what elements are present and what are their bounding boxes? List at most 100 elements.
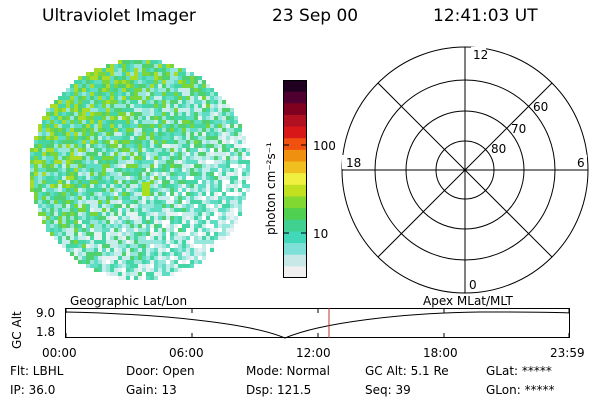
image-pixel bbox=[66, 216, 70, 220]
image-pixel bbox=[226, 204, 230, 208]
image-pixel bbox=[150, 192, 154, 196]
image-pixel bbox=[114, 84, 118, 88]
image-pixel bbox=[58, 184, 62, 188]
image-pixel bbox=[46, 140, 50, 144]
image-pixel bbox=[210, 188, 214, 192]
image-pixel bbox=[58, 236, 62, 240]
image-pixel bbox=[130, 176, 134, 180]
image-pixel bbox=[66, 232, 70, 236]
timeline-x-tick-1200: 12:00 bbox=[296, 346, 331, 360]
image-pixel bbox=[130, 92, 134, 96]
image-pixel bbox=[130, 172, 134, 176]
image-pixel bbox=[158, 232, 162, 236]
image-pixel bbox=[146, 220, 150, 224]
image-pixel bbox=[150, 128, 154, 132]
image-pixel bbox=[214, 156, 218, 160]
image-pixel bbox=[78, 192, 82, 196]
image-pixel bbox=[158, 136, 162, 140]
image-pixel bbox=[214, 116, 218, 120]
image-pixel bbox=[78, 216, 82, 220]
image-pixel bbox=[182, 256, 186, 260]
image-pixel bbox=[30, 176, 34, 180]
image-pixel bbox=[122, 264, 126, 268]
image-pixel bbox=[62, 156, 66, 160]
image-pixel bbox=[58, 192, 62, 196]
image-pixel bbox=[54, 212, 58, 216]
image-pixel bbox=[82, 220, 86, 224]
image-pixel bbox=[134, 248, 138, 252]
image-pixel bbox=[170, 252, 174, 256]
image-pixel bbox=[122, 104, 126, 108]
image-pixel bbox=[182, 268, 186, 272]
image-pixel bbox=[66, 96, 70, 100]
image-pixel bbox=[102, 252, 106, 256]
image-pixel bbox=[82, 136, 86, 140]
image-pixel bbox=[234, 208, 238, 212]
image-pixel bbox=[78, 116, 82, 120]
image-pixel bbox=[110, 128, 114, 132]
image-pixel bbox=[174, 172, 178, 176]
image-pixel bbox=[42, 204, 46, 208]
image-pixel bbox=[222, 168, 226, 172]
image-pixel bbox=[170, 208, 174, 212]
image-pixel bbox=[46, 160, 50, 164]
image-pixel bbox=[194, 244, 198, 248]
image-pixel bbox=[114, 88, 118, 92]
image-pixel bbox=[158, 196, 162, 200]
image-pixel bbox=[134, 240, 138, 244]
image-pixel bbox=[162, 96, 166, 100]
image-pixel bbox=[62, 228, 66, 232]
image-pixel bbox=[150, 256, 154, 260]
image-pixel bbox=[38, 168, 42, 172]
image-pixel bbox=[58, 176, 62, 180]
image-pixel bbox=[94, 208, 98, 212]
image-pixel bbox=[230, 192, 234, 196]
image-pixel bbox=[158, 124, 162, 128]
image-pixel bbox=[202, 164, 206, 168]
image-pixel bbox=[74, 220, 78, 224]
image-pixel bbox=[42, 196, 46, 200]
image-pixel bbox=[82, 76, 86, 80]
image-pixel bbox=[118, 88, 122, 92]
image-pixel bbox=[82, 128, 86, 132]
image-pixel bbox=[226, 168, 230, 172]
image-pixel bbox=[190, 256, 194, 260]
image-pixel bbox=[98, 264, 102, 268]
image-pixel bbox=[62, 180, 66, 184]
altitude-curve bbox=[65, 311, 570, 339]
image-pixel bbox=[214, 224, 218, 228]
image-pixel bbox=[70, 236, 74, 240]
image-pixel bbox=[210, 108, 214, 112]
image-pixel bbox=[114, 156, 118, 160]
image-pixel bbox=[158, 132, 162, 136]
image-pixel bbox=[70, 184, 74, 188]
image-pixel bbox=[186, 88, 190, 92]
image-pixel bbox=[70, 216, 74, 220]
image-pixel bbox=[78, 168, 82, 172]
image-pixel bbox=[150, 84, 154, 88]
image-pixel bbox=[142, 252, 146, 256]
image-pixel bbox=[110, 180, 114, 184]
image-pixel bbox=[102, 88, 106, 92]
image-pixel bbox=[114, 252, 118, 256]
image-pixel bbox=[150, 100, 154, 104]
image-pixel bbox=[218, 156, 222, 160]
image-pixel bbox=[126, 268, 130, 272]
image-pixel bbox=[86, 208, 90, 212]
image-pixel bbox=[210, 224, 214, 228]
image-pixel bbox=[42, 120, 46, 124]
image-pixel bbox=[70, 204, 74, 208]
image-pixel bbox=[138, 136, 142, 140]
image-pixel bbox=[110, 260, 114, 264]
image-pixel bbox=[194, 200, 198, 204]
image-pixel bbox=[206, 164, 210, 168]
image-pixel bbox=[230, 108, 234, 112]
image-pixel bbox=[154, 260, 158, 264]
image-pixel bbox=[54, 188, 58, 192]
image-pixel bbox=[174, 92, 178, 96]
image-pixel bbox=[98, 116, 102, 120]
polar-grid: 12 0 18 6 60 70 80 bbox=[341, 46, 589, 294]
image-pixel bbox=[110, 88, 114, 92]
image-pixel bbox=[34, 152, 38, 156]
image-pixel bbox=[154, 60, 158, 64]
